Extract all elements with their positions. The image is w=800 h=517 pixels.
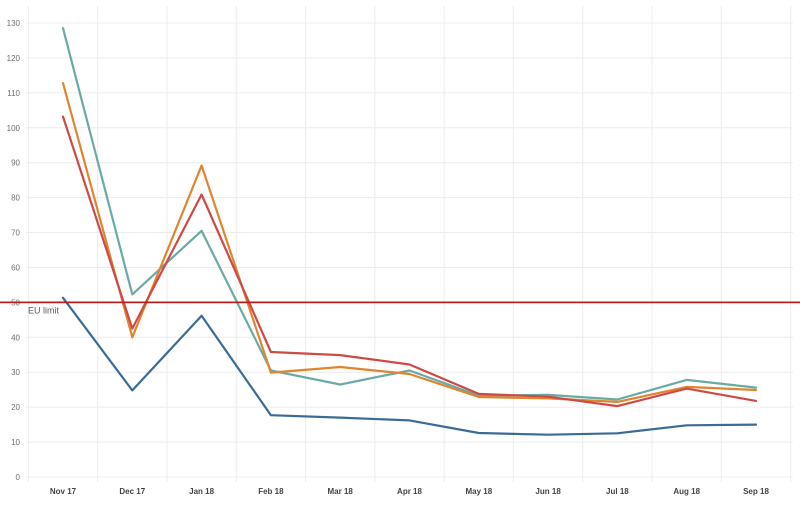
x-tick-label: Mar 18	[328, 487, 354, 496]
x-tick-label: Jul 18	[606, 487, 629, 496]
x-axis: Nov 17 Dec 17 Jan 18 Feb 18 Mar 18 Apr 18 May …	[50, 487, 770, 496]
y-tick-label: 80	[11, 194, 20, 203]
y-tick-label: 70	[11, 229, 20, 238]
grid-layer	[26, 6, 793, 482]
y-tick-label: 100	[7, 124, 21, 133]
x-tick-label: Sep 18	[743, 487, 769, 496]
y-tick-label: 40	[11, 333, 20, 342]
x-tick-label: Dec 17	[119, 487, 145, 496]
y-tick-label: 120	[7, 54, 21, 63]
x-tick-label: Feb 18	[258, 487, 284, 496]
y-tick-label: 10	[11, 438, 20, 447]
y-tick-label: 60	[11, 263, 20, 272]
y-tick-label: 130	[7, 19, 21, 28]
y-tick-label: 20	[11, 403, 20, 412]
y-axis: 0102030405060708090100110120130	[7, 19, 21, 482]
x-tick-label: Jan 18	[189, 487, 214, 496]
series-layer	[61, 27, 758, 436]
x-tick-label: Jun 18	[535, 487, 561, 496]
series-line-4	[61, 296, 758, 436]
y-tick-label: 0	[16, 473, 21, 482]
x-tick-label: Apr 18	[397, 487, 422, 496]
eu-limit-label: EU limit	[28, 305, 59, 315]
reference-line-group: EU limit	[0, 301, 800, 315]
series-line-1	[61, 27, 758, 401]
x-tick-label: Nov 17	[50, 487, 77, 496]
y-tick-label: 110	[7, 89, 20, 98]
y-tick-label: 30	[11, 368, 20, 377]
x-tick-label: Aug 18	[673, 487, 700, 496]
series-line-2	[61, 81, 758, 403]
y-tick-label: 90	[11, 159, 20, 168]
x-tick-label: May 18	[465, 487, 492, 496]
series-line-3	[61, 115, 758, 408]
